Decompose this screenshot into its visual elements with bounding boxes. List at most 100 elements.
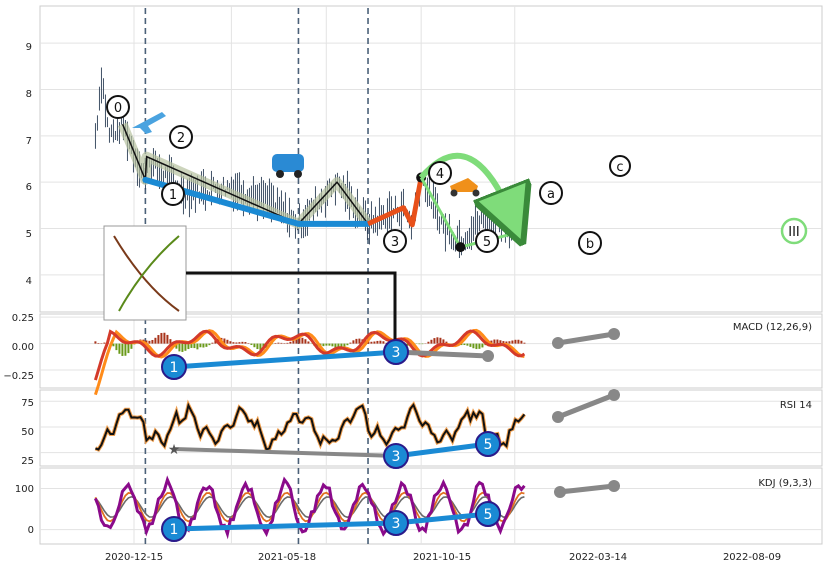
rsi-star-icon: ★ bbox=[168, 442, 181, 458]
price-y-tick: 9 bbox=[26, 42, 32, 53]
macd-hist-bar bbox=[298, 337, 301, 344]
wave-line bbox=[121, 123, 369, 225]
macd-hist-bar bbox=[355, 338, 358, 344]
macd-hist-bar bbox=[334, 343, 337, 348]
macd-gray-trend bbox=[395, 349, 489, 359]
svg-text:c: c bbox=[616, 160, 623, 175]
price-y-tick: 5 bbox=[26, 229, 32, 240]
macd-hist-bar bbox=[256, 343, 259, 350]
macd-hist-bar bbox=[160, 332, 163, 344]
macd-hist-bar bbox=[94, 341, 97, 344]
projection-end-label: III bbox=[780, 217, 808, 245]
macd-y-tick: −0.25 bbox=[3, 371, 34, 382]
macd-trend bbox=[173, 349, 397, 370]
macd-hist-bar bbox=[307, 341, 310, 344]
macd-hist-bar bbox=[184, 343, 187, 351]
macd-hist-bar bbox=[238, 342, 241, 344]
scooter-icon bbox=[450, 189, 458, 197]
macd-wave-label-1: 1 bbox=[161, 354, 187, 380]
macd-hist-bar bbox=[163, 332, 166, 344]
macd-hist-bar bbox=[376, 340, 379, 344]
macd-hist-bar bbox=[289, 341, 292, 344]
macd-hist-bar bbox=[118, 343, 121, 354]
macd-hist-bar bbox=[433, 338, 436, 344]
wave-label-0: 0 bbox=[106, 95, 130, 119]
macd-hist-bar bbox=[97, 342, 100, 344]
macd-hist-bar bbox=[493, 339, 496, 344]
rsi-trend bbox=[395, 441, 489, 459]
macd-hist-bar bbox=[325, 343, 328, 346]
kdj-wave-label-5: 5 bbox=[475, 501, 501, 527]
wave-label-c: c bbox=[609, 155, 631, 177]
car-icon bbox=[276, 170, 284, 178]
price-y-tick: 8 bbox=[26, 89, 32, 100]
svg-text:1: 1 bbox=[170, 522, 179, 538]
macd-hist-bar bbox=[295, 338, 298, 344]
macd-hist-bar bbox=[145, 340, 148, 344]
macd-hist-bar bbox=[463, 343, 466, 346]
macd-hist-bar bbox=[277, 342, 280, 344]
svg-text:3: 3 bbox=[392, 449, 401, 465]
macd-hist-bar bbox=[328, 343, 331, 346]
macd-hist-bar bbox=[274, 342, 277, 344]
macd-hist-bar bbox=[187, 343, 190, 350]
macd-hist-bar bbox=[121, 343, 124, 356]
kdj-gray-trend bbox=[559, 483, 615, 495]
rsi-gray-dot bbox=[552, 411, 564, 423]
macd-hist-bar bbox=[229, 341, 232, 344]
inset-curve bbox=[113, 235, 180, 312]
correction-line bbox=[366, 177, 424, 228]
macd-hist-bar bbox=[367, 341, 370, 344]
macd-hist-bar bbox=[175, 343, 178, 349]
kdj-y-tick: 0 bbox=[28, 525, 34, 536]
macd-hist-bar bbox=[505, 341, 508, 344]
svg-text:5: 5 bbox=[484, 437, 493, 453]
plane-icon bbox=[132, 112, 166, 134]
kdj-j-line bbox=[94, 475, 526, 540]
macd-hist-bar bbox=[193, 343, 196, 349]
macd-hist-bar bbox=[352, 340, 355, 344]
macd-hist-bar bbox=[478, 343, 481, 349]
rsi-y-tick: 75 bbox=[21, 398, 34, 409]
macd-hist-bar bbox=[472, 343, 475, 349]
svg-text:3: 3 bbox=[392, 516, 401, 532]
wave-label-1: 1 bbox=[161, 182, 185, 206]
svg-text:3: 3 bbox=[392, 345, 401, 361]
macd-hist-bar bbox=[343, 343, 346, 348]
svg-text:4: 4 bbox=[436, 167, 444, 182]
macd-hist-bar bbox=[169, 339, 172, 344]
macd-hist-bar bbox=[385, 342, 388, 344]
macd-hist-bar bbox=[379, 340, 382, 344]
macd-hist-bar bbox=[445, 341, 448, 344]
macd-hist-bar bbox=[199, 343, 202, 348]
macd-hist-bar bbox=[322, 343, 325, 347]
macd-hist-bar bbox=[499, 340, 502, 344]
kdj-wave-label-3: 3 bbox=[383, 510, 409, 536]
macd-hist-bar bbox=[373, 341, 376, 344]
kdj-title: KDJ (9,3,3) bbox=[758, 478, 812, 489]
macd-hist-bar bbox=[496, 339, 499, 344]
macd-hist-bar bbox=[205, 343, 208, 347]
macd-hist-bar bbox=[202, 343, 205, 348]
macd-hist-bar bbox=[304, 339, 307, 344]
macd-hist-bar bbox=[271, 343, 274, 345]
wave-label-b: b bbox=[578, 231, 602, 255]
macd-hist-bar bbox=[316, 343, 319, 347]
macd-hist-bar bbox=[232, 342, 235, 344]
macd-hist-bar bbox=[469, 343, 472, 347]
macd-hist-bar bbox=[286, 342, 289, 344]
macd-hist-bar bbox=[208, 343, 211, 346]
macd-hist-bar bbox=[151, 339, 154, 344]
rsi-wave-label-3: 3 bbox=[383, 443, 409, 469]
macd-hist-bar bbox=[442, 339, 445, 344]
macd-hist-bar bbox=[244, 342, 247, 344]
macd-wave-label-3: 3 bbox=[383, 339, 409, 365]
macd-hist-bar bbox=[112, 343, 115, 347]
macd-hist-bar bbox=[502, 341, 505, 344]
macd-y-tick: 0.00 bbox=[12, 342, 34, 353]
svg-text:0: 0 bbox=[114, 101, 122, 116]
rsi-gray-trend bbox=[557, 392, 615, 420]
macd-hist-bar bbox=[190, 343, 193, 348]
rsi-y-tick: 50 bbox=[21, 427, 34, 438]
